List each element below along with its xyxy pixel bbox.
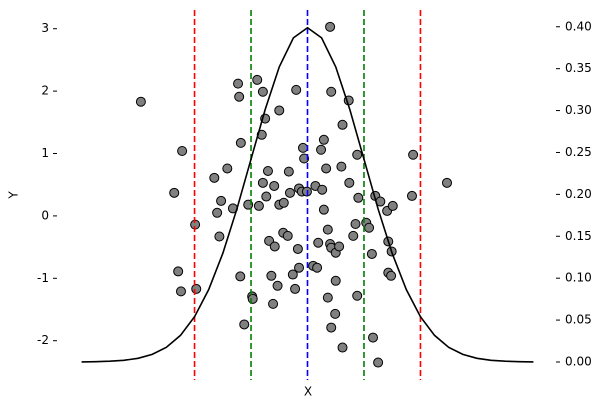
scatter-point [317, 184, 328, 195]
scatter-point [318, 134, 329, 145]
y-tick-label: 2 [41, 84, 49, 98]
scatter-point [313, 237, 324, 248]
scatter-point [299, 153, 310, 164]
scatter-point [283, 166, 294, 177]
scatter-point [316, 144, 327, 155]
y2-tick-label: 0.10 [565, 271, 592, 285]
scatter-point [326, 322, 337, 333]
scatter-point [344, 177, 355, 188]
scatter-point [234, 91, 245, 102]
y2-tick-label: 0.25 [565, 145, 592, 159]
scatter-point [247, 293, 258, 304]
y-tick-label: -2 [37, 333, 49, 347]
scatter-point [269, 180, 280, 191]
y2-tick-label: 0.00 [565, 354, 592, 368]
scatter-point [368, 332, 379, 343]
y2-tick-label: 0.15 [565, 229, 592, 243]
scatter-point [261, 191, 272, 202]
y2-tick-label: 0.05 [565, 313, 592, 327]
scatter-point [173, 266, 184, 277]
scatter-point [169, 187, 180, 198]
scatter-point [322, 292, 333, 303]
scatter-point [330, 308, 341, 319]
scatter-point [312, 262, 323, 273]
y-tick-label: 3 [41, 21, 49, 35]
scatter-point [235, 271, 246, 282]
scatter-point [252, 74, 263, 85]
scatter-point [334, 241, 345, 252]
scatter-point [292, 243, 303, 254]
scatter-point [284, 187, 295, 198]
scatter-point [177, 146, 188, 157]
scatter-point [212, 207, 223, 218]
scatter-point [253, 200, 264, 211]
scatter-point [233, 78, 244, 89]
scatter-point [222, 163, 233, 174]
scatter-point [352, 149, 363, 160]
scatter-point [408, 149, 419, 160]
scatter-point [297, 142, 308, 153]
scatter-point [337, 342, 348, 353]
scatter-point [352, 290, 363, 301]
scatter-point [406, 190, 417, 201]
scatter-point [257, 177, 268, 188]
scatter-point [386, 270, 397, 281]
scatter-point [272, 280, 283, 291]
scatter-point [278, 197, 289, 208]
scatter-point [326, 86, 337, 97]
scatter-point [175, 286, 186, 297]
scatter-point [282, 230, 293, 241]
scatter-point [287, 269, 298, 280]
scatter-point [373, 357, 384, 368]
scatter-point [330, 275, 341, 286]
scatter-point [268, 298, 279, 309]
scatter-point [350, 219, 361, 230]
scatter-point [262, 165, 273, 176]
y2-tick-label: 0.40 [565, 19, 592, 33]
scatter-point [325, 21, 336, 32]
y-axis-label: Y [7, 191, 21, 200]
pdf-curve [81, 26, 534, 363]
scatter-point [353, 192, 364, 203]
scatter-point [239, 319, 250, 330]
scatter-point [336, 161, 347, 172]
scatter-point [191, 283, 202, 294]
scatter-point [321, 163, 332, 174]
scatter-point [235, 137, 246, 148]
scatter-point [441, 177, 452, 188]
x-axis-label: X [304, 385, 312, 399]
scatter-point [257, 86, 268, 97]
scatter-point [209, 172, 220, 183]
scatter-point [290, 283, 301, 294]
scatter-point [274, 105, 285, 116]
scatter-point [322, 224, 333, 235]
scatter-point [291, 84, 302, 95]
scatter-point [214, 231, 225, 242]
scatter-point [216, 195, 227, 206]
scatter-point [364, 222, 375, 233]
scatter-point [366, 248, 377, 259]
scatter-point [294, 262, 305, 273]
y2-tick-label: 0.35 [565, 61, 592, 75]
scatter-point [387, 200, 398, 211]
y2-tick-label: 0.20 [565, 187, 592, 201]
y2-tick-label: 0.30 [565, 103, 592, 117]
scatter-point [269, 241, 280, 252]
y-tick-label: 1 [41, 146, 49, 160]
scatter-point [318, 204, 329, 215]
scatter-point [348, 230, 359, 241]
scatter-point [135, 96, 146, 107]
scatter-point [266, 270, 277, 281]
y-tick-label: -1 [37, 271, 49, 285]
y-tick-label: 0 [41, 208, 49, 222]
scatter-point [337, 119, 348, 130]
